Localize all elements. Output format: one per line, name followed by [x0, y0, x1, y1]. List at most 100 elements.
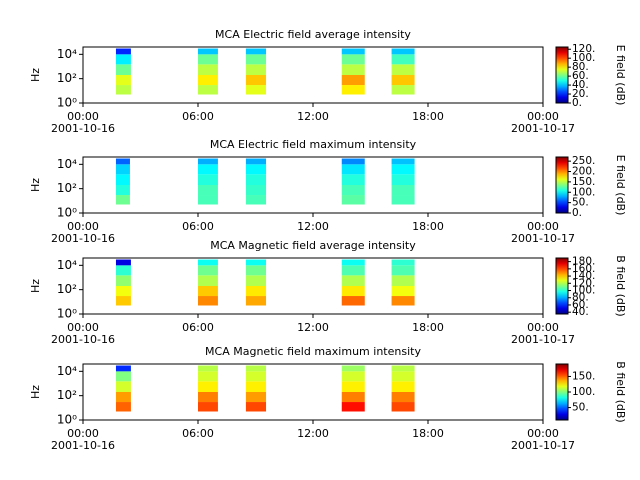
spectrogram-cell: [198, 85, 218, 95]
spectrogram-cell: [341, 54, 365, 65]
x-date-label: 2001-10-16: [51, 333, 115, 346]
colorbar-tick-label: 60.: [572, 70, 589, 82]
spectrogram-cell: [198, 174, 218, 185]
x-tick-label: 18:00: [412, 110, 444, 123]
spectrogram-cell: [115, 275, 131, 286]
panel-title: MCA Electric field maximum intensity: [210, 138, 417, 151]
colorbar-label: B field (dB): [614, 255, 627, 316]
colorbar: [555, 46, 569, 104]
spectrogram-cell: [391, 275, 415, 286]
spectrogram-cell: [341, 195, 365, 205]
y-axis-label: Hz: [29, 279, 42, 293]
spectrogram-cell: [341, 296, 365, 306]
x-tick-label: 00:00: [67, 220, 99, 233]
spectrogram-cell: [245, 75, 267, 86]
spectrogram-cell: [391, 48, 415, 55]
x-date-label: 2001-10-17: [511, 122, 575, 135]
colorbar-label: E field (dB): [614, 155, 627, 216]
panel-title: MCA Magnetic field average intensity: [210, 239, 416, 252]
spectrogram-cell: [198, 158, 218, 165]
colorbar-label: E field (dB): [614, 45, 627, 106]
colorbar-tick-label: 40.: [572, 79, 589, 91]
spectrogram-cell: [391, 286, 415, 297]
spectrogram-cell: [198, 275, 218, 286]
colorbar-tick-label: 150.: [572, 176, 595, 188]
y-tick-label: 10⁴: [57, 157, 77, 171]
spectrogram-cell: [115, 54, 131, 65]
spectrogram-cell: [391, 371, 415, 382]
y-tick-label: 10²: [57, 282, 77, 296]
colorbar-tick-label: 80.: [572, 292, 589, 304]
spectrogram-cell: [341, 402, 365, 412]
spectrogram-cell: [341, 371, 365, 382]
spectrogram-cell: [391, 85, 415, 95]
x-tick-label: 00:00: [527, 427, 559, 440]
spectrogram-cell: [198, 392, 218, 403]
spectrogram-cell: [115, 195, 130, 205]
spectrogram-cell: [198, 75, 218, 86]
y-tick-label: 10⁰: [57, 307, 77, 321]
colorbar-tick-label: 250.: [572, 155, 595, 167]
x-tick-label: 00:00: [527, 220, 559, 233]
spectrogram-cell: [115, 381, 131, 392]
spectrogram-cell: [115, 64, 131, 75]
colorbar-tick-label: 140.: [572, 270, 595, 282]
panel-title: MCA Magnetic field maximum intensity: [205, 345, 421, 358]
spectrogram-cell: [115, 75, 131, 86]
x-tick-label: 18:00: [412, 427, 444, 440]
plot-frame: [82, 363, 544, 421]
spectrogram-cell: [341, 158, 365, 165]
x-tick-label: 12:00: [297, 110, 329, 123]
spectrogram-cell: [115, 365, 131, 372]
spectrogram-cell: [115, 265, 131, 276]
spectrogram-cell: [198, 365, 218, 372]
spectrogram-cell: [341, 286, 365, 297]
plot-frame: [82, 257, 544, 315]
spectrogram-cell: [115, 85, 131, 95]
spectrogram-cell: [115, 259, 131, 266]
spectrogram-cell: [115, 174, 130, 185]
x-tick-label: 06:00: [182, 220, 214, 233]
spectrogram-cell: [341, 164, 365, 175]
y-tick-label: 10²: [57, 388, 77, 402]
x-tick-label: 06:00: [182, 110, 214, 123]
colorbar-tick-label: 80.: [572, 61, 589, 73]
colorbar-tick-label: 0.: [572, 207, 582, 219]
y-tick-label: 10²: [57, 71, 77, 85]
spectrogram-cell: [115, 164, 130, 175]
colorbar-tick-label: 200.: [572, 166, 595, 178]
x-tick-label: 06:00: [182, 321, 214, 334]
spectrogram-cell: [245, 48, 267, 55]
y-tick-label: 10⁰: [57, 206, 77, 220]
y-tick-label: 10⁰: [57, 413, 77, 427]
spectrogram-cell: [198, 195, 218, 205]
spectrogram-cell: [391, 392, 415, 403]
colorbar-tick-label: 100.: [572, 285, 595, 297]
spectrogram-cell: [391, 296, 415, 306]
spectrogram-cell: [391, 195, 415, 205]
spectrogram-cell: [115, 158, 130, 165]
y-tick-label: 10⁴: [57, 258, 77, 272]
x-date-label: 2001-10-16: [51, 122, 115, 135]
colorbar: [555, 363, 569, 421]
colorbar-tick-label: 20.: [572, 88, 589, 100]
spectrogram-cell: [115, 296, 131, 306]
spectrogram-cell: [115, 402, 131, 412]
x-tick-label: 12:00: [297, 220, 329, 233]
spectrogram-cell: [391, 265, 415, 276]
spectrogram-cell: [245, 185, 267, 196]
spectrogram-cell: [245, 64, 267, 75]
spectrogram-cell: [245, 54, 267, 65]
x-tick-label: 00:00: [67, 427, 99, 440]
spectrogram-cell: [391, 259, 415, 266]
spectrogram-cell: [115, 185, 130, 196]
spectrogram-cell: [198, 286, 218, 297]
spectrogram-cell: [391, 402, 415, 412]
colorbar-tick-label: 120.: [572, 277, 595, 289]
spectrogram-cell: [341, 85, 365, 95]
spectrogram-cell: [245, 286, 267, 297]
spectrogram-cell: [198, 164, 218, 175]
x-date-label: 2001-10-17: [511, 232, 575, 245]
y-tick-label: 10²: [57, 181, 77, 195]
spectrogram-cell: [391, 75, 415, 86]
